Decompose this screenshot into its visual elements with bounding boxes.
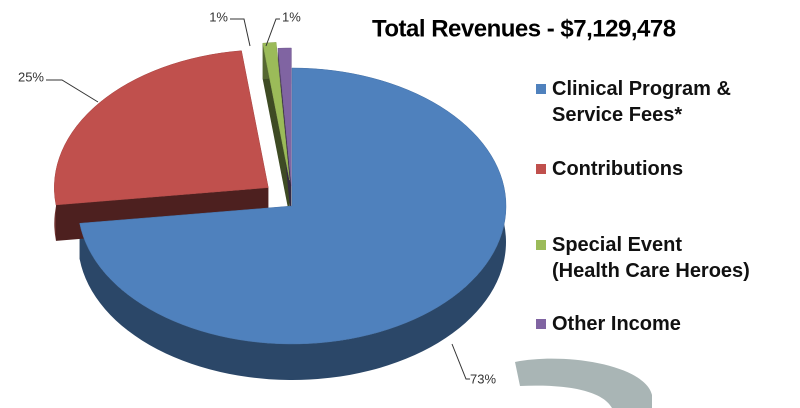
slice-side bbox=[262, 43, 290, 217]
slice bbox=[262, 42, 290, 181]
legend-item: Contributions bbox=[536, 156, 752, 182]
legend-item: Clinical Program & Service Fees* bbox=[536, 76, 752, 128]
legend-label: Other Income bbox=[552, 313, 681, 335]
legend-item: Special Event (Health Care Heroes) bbox=[536, 232, 752, 284]
legend-label: Clinical Program & Service Fees* bbox=[552, 78, 731, 126]
data-label: 1% bbox=[282, 9, 301, 24]
leader-line bbox=[451, 343, 470, 380]
pie-tops bbox=[54, 42, 507, 345]
legend-swatch bbox=[536, 84, 546, 94]
leader-line bbox=[265, 18, 280, 47]
legend-swatch bbox=[536, 319, 546, 329]
data-label: 1% bbox=[209, 9, 228, 24]
chart-title: Total Revenues - $7,129,478 bbox=[372, 15, 676, 42]
legend-label: Contributions bbox=[552, 158, 684, 180]
leader-line bbox=[46, 79, 99, 103]
slice bbox=[54, 50, 269, 206]
slice bbox=[277, 47, 292, 187]
legend-swatch bbox=[536, 164, 546, 174]
legend-item: Other Income bbox=[536, 311, 752, 337]
legend-label: Special Event (Health Care Heroes) bbox=[552, 234, 750, 282]
leader-line bbox=[230, 18, 251, 47]
slice bbox=[79, 67, 507, 345]
decoration bbox=[515, 358, 652, 408]
data-labels: 73% 25% 1% 1% bbox=[18, 9, 496, 386]
legend-swatch bbox=[536, 240, 546, 250]
data-label: 25% bbox=[18, 69, 44, 84]
data-label: 73% bbox=[470, 371, 496, 386]
